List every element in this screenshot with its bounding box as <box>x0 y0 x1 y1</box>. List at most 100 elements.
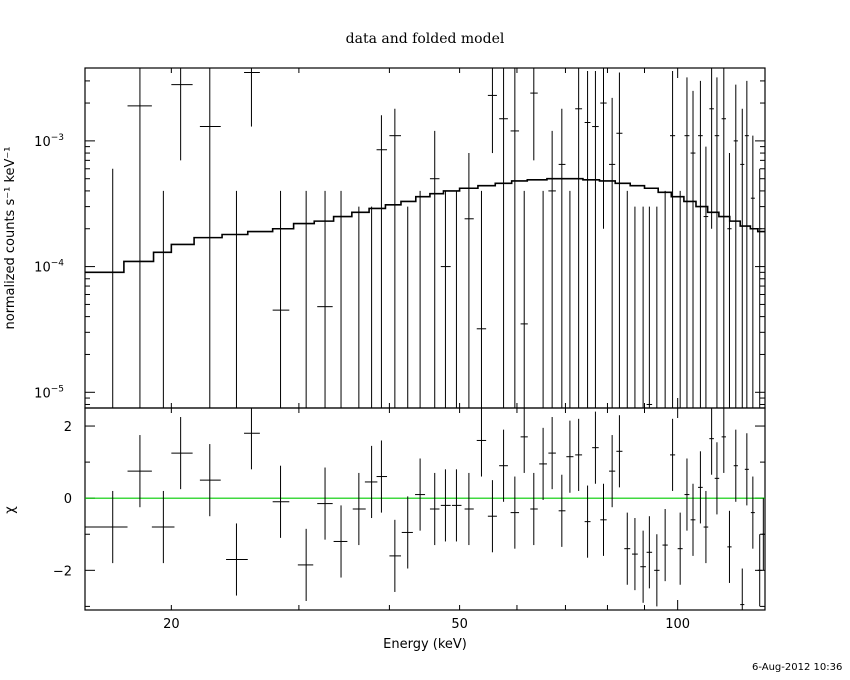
data-point <box>530 68 538 161</box>
residual-point <box>364 445 378 519</box>
data-point <box>548 130 556 408</box>
data-point <box>600 68 607 229</box>
data-point <box>733 84 738 408</box>
data-point <box>510 68 520 408</box>
folded-model <box>85 177 765 274</box>
residual-point <box>616 415 623 488</box>
data-point <box>171 68 193 161</box>
data-point <box>703 146 709 408</box>
residual-point <box>539 427 547 500</box>
residual-point <box>85 490 128 564</box>
data-point <box>487 68 497 154</box>
data-point <box>714 77 720 408</box>
data-point <box>654 206 660 409</box>
y-tick-label: 10−5 <box>34 384 64 401</box>
data-point <box>464 153 474 408</box>
data-point <box>539 190 547 409</box>
bottom-panel-frame <box>84 407 766 611</box>
residual-point <box>440 469 451 542</box>
residual-point <box>226 523 248 596</box>
residual-point <box>714 442 720 515</box>
y-tick-label: 10−4 <box>34 259 64 276</box>
residual-point <box>670 418 676 491</box>
data-point <box>646 206 653 408</box>
residual-point <box>520 408 528 473</box>
residual-point <box>609 435 616 508</box>
timestamp: 6-Aug-2012 10:36 <box>752 662 843 673</box>
residual-point <box>600 483 607 556</box>
data-point <box>151 190 175 409</box>
residual-point <box>632 518 638 591</box>
top-panel-frame <box>84 67 766 409</box>
residual-point <box>750 476 755 549</box>
residual-point <box>127 435 152 508</box>
data-point <box>744 80 749 408</box>
residual-point <box>429 472 440 546</box>
residual-point <box>740 568 745 610</box>
data-point <box>376 115 388 408</box>
y-tick-label: 0 <box>64 492 72 507</box>
residual-point <box>464 472 474 546</box>
data-point <box>272 190 290 408</box>
residual-point <box>548 417 556 490</box>
data-point <box>451 190 462 409</box>
data-point <box>592 70 599 408</box>
residual-point <box>566 420 574 493</box>
data-point <box>584 70 591 408</box>
residual-point <box>333 505 348 578</box>
data-point <box>624 190 631 409</box>
residual-point <box>640 530 646 603</box>
data-point <box>566 190 574 409</box>
data-point <box>415 190 426 409</box>
data-point <box>333 190 348 409</box>
spectral-data <box>85 68 762 409</box>
bottom-axis-ticks: −2 0 2 <box>53 408 765 610</box>
y-tick-label: 10−3 <box>34 133 64 150</box>
residual-point <box>654 534 660 607</box>
residual-point <box>733 429 738 502</box>
residual-point <box>757 534 762 607</box>
x-tick-label: 100 <box>665 617 690 632</box>
data-point <box>670 70 676 408</box>
residual-point <box>401 496 413 569</box>
residual-point <box>677 512 683 585</box>
model-line <box>85 177 765 274</box>
residual-point <box>721 408 726 473</box>
residual-point <box>690 483 696 556</box>
residual-point <box>451 469 462 542</box>
data-point <box>727 153 732 408</box>
top-axis-ticks: 10−5 10−4 10−3 <box>34 68 765 408</box>
residual-data <box>85 408 765 610</box>
x-tick-labels: 20 50 100 <box>163 617 690 632</box>
residual-point <box>624 512 631 585</box>
data-point <box>244 68 260 127</box>
data-point <box>352 206 366 409</box>
residual-point <box>297 528 314 601</box>
data-point <box>698 80 703 408</box>
residual-point <box>592 411 599 484</box>
top-ylabel: normalized counts s⁻¹ keV⁻¹ <box>3 147 18 330</box>
x-axis-label: Energy (keV) <box>383 637 467 652</box>
data-point <box>85 168 128 409</box>
data-point <box>499 68 508 408</box>
residual-point <box>575 418 583 491</box>
residual-point <box>199 444 221 517</box>
residual-point <box>761 498 765 571</box>
x-tick-label: 20 <box>163 617 180 632</box>
residual-point <box>727 510 732 583</box>
residual-point <box>244 408 260 470</box>
residual-point <box>709 408 714 475</box>
residual-point <box>698 451 703 524</box>
data-point <box>690 90 696 408</box>
residual-point <box>558 474 566 547</box>
data-point <box>616 72 623 408</box>
data-point <box>401 206 413 409</box>
data-point <box>609 97 616 408</box>
y-tick-label: −2 <box>53 564 72 579</box>
data-point <box>740 108 745 408</box>
data-point <box>640 206 646 409</box>
data-point <box>721 68 726 408</box>
residual-point <box>317 467 333 540</box>
residual-point <box>530 472 538 546</box>
